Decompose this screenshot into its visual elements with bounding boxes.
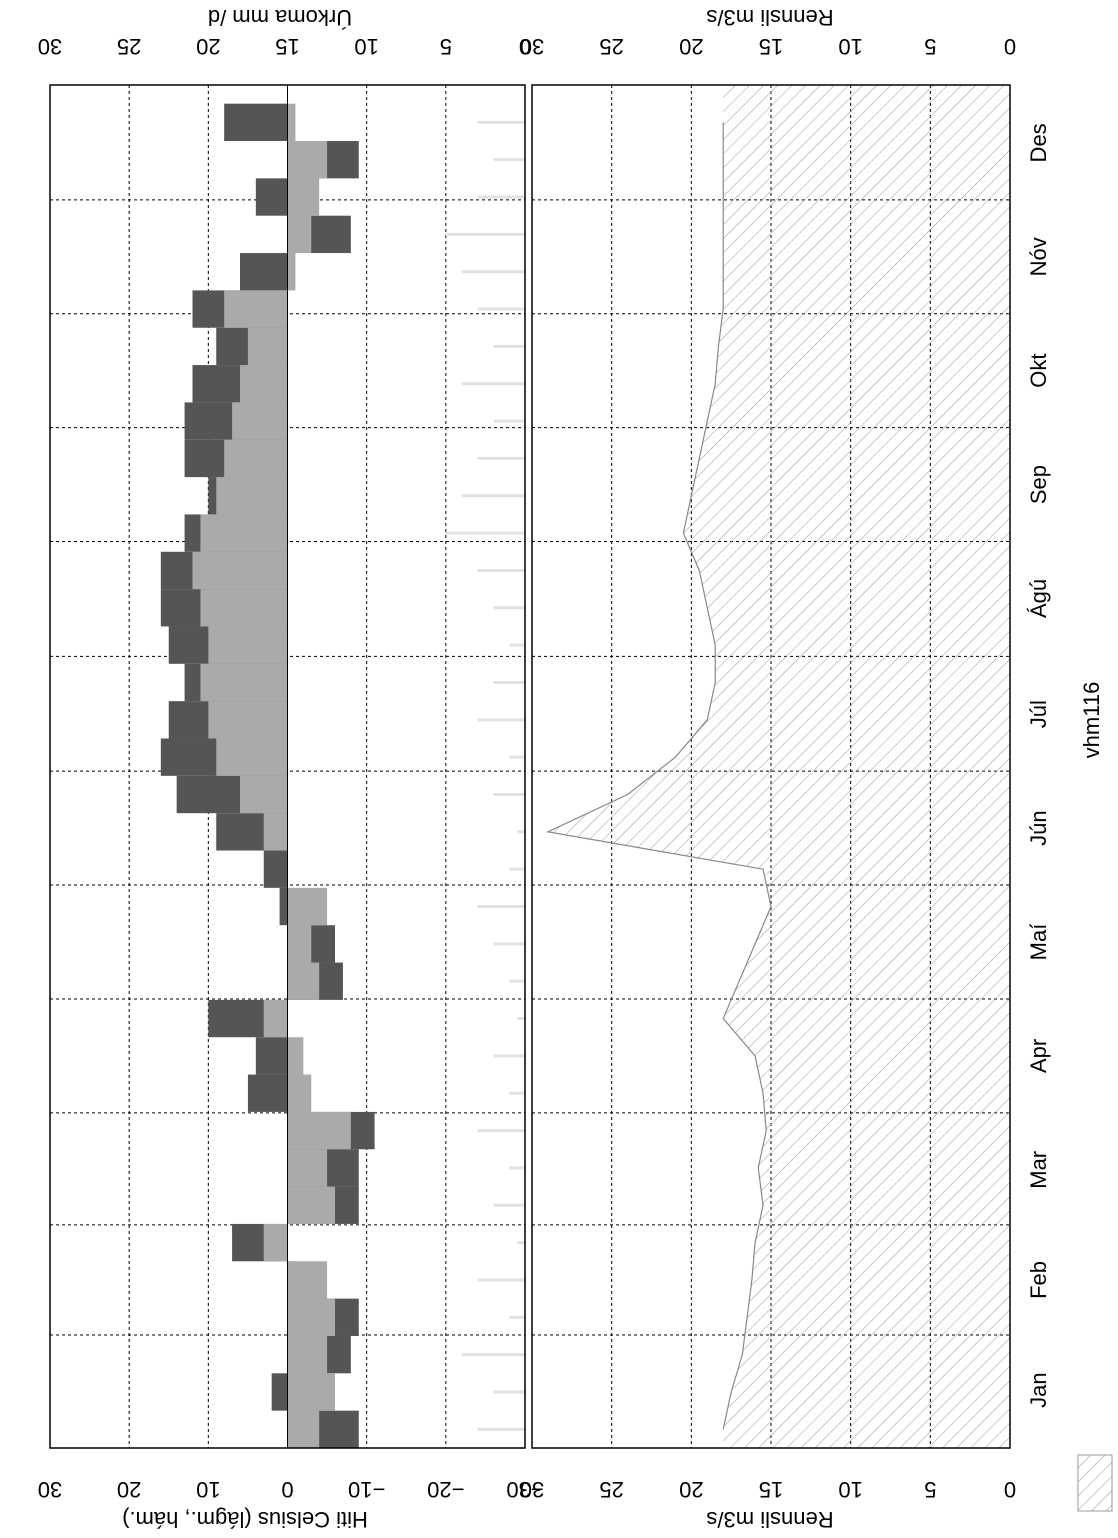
- x-tick-label: Nóv: [1026, 237, 1051, 276]
- flow-line: [545, 122, 772, 1430]
- temperature-bar: [247, 1074, 288, 1112]
- y-tick-label-top: 15: [759, 34, 783, 59]
- temperature-bar: [240, 365, 288, 403]
- y-tick-label-top: 25: [599, 34, 623, 59]
- y-tick-label: 25: [599, 1477, 623, 1502]
- temperature-bar: [200, 663, 288, 702]
- y2-tick-label: 10: [354, 34, 378, 59]
- y-tick-label-top: 5: [924, 34, 936, 59]
- temperature-bar: [287, 925, 312, 963]
- temperature-bar: [287, 253, 296, 291]
- temperature-bar: [287, 1373, 335, 1411]
- axis-title: Úrkoma mm /d: [208, 5, 352, 30]
- x-tick-label: Júl: [1026, 700, 1051, 728]
- y-tick-label: 30: [38, 1477, 62, 1502]
- temperature-bar: [287, 887, 328, 926]
- y-tick-label: 10: [838, 1477, 862, 1502]
- temperature-bar: [216, 738, 288, 776]
- temperature-bar: [287, 1261, 328, 1299]
- y-tick-label: 15: [759, 1477, 783, 1502]
- axis-title: Hiti Celsius (lágm., hám.): [122, 1507, 368, 1532]
- axis-title: Rennsli m3/s: [706, 1507, 833, 1532]
- temperature-bar: [271, 1373, 288, 1411]
- temperature-bar: [200, 514, 288, 552]
- y2-tick-label: 5: [440, 34, 452, 59]
- temperature-bar: [287, 141, 328, 179]
- y-tick-label-top: 20: [679, 34, 703, 59]
- temperature-bar: [287, 215, 312, 254]
- flow-area-fill: [547, 85, 1010, 1448]
- temperature-bar: [287, 1149, 328, 1187]
- temperature-bar: [279, 887, 288, 926]
- y-tick-label-top: 10: [838, 34, 862, 59]
- y2-tick-label: 20: [196, 34, 220, 59]
- y-tick-label: 5: [924, 1477, 936, 1502]
- x-tick-label: Mar: [1026, 1151, 1051, 1189]
- y-tick-label: 30: [520, 1477, 544, 1502]
- legend-swatch: [1077, 1454, 1113, 1512]
- axis-title: Rennsli m3/s: [706, 5, 833, 30]
- x-tick-label: Jan: [1026, 1372, 1051, 1407]
- x-tick-label: Jún: [1026, 810, 1051, 845]
- panel-frame: [49, 84, 526, 1449]
- x-tick-label: Sep: [1026, 465, 1051, 504]
- temperature-bar: [255, 178, 288, 216]
- y2-tick-label: 15: [275, 34, 299, 59]
- x-tick-label: Maí: [1026, 924, 1051, 961]
- temperature-bar: [247, 327, 288, 366]
- y2-tick-label: 0: [519, 34, 531, 59]
- x-tick-label: Des: [1026, 123, 1051, 162]
- temperature-bar: [287, 1298, 335, 1336]
- y2-tick-label: 25: [117, 34, 141, 59]
- temperature-bar: [255, 1037, 288, 1075]
- temperature-bar: [287, 1186, 335, 1224]
- temperature-bar: [287, 103, 296, 142]
- y-tick-label: 0: [281, 1477, 293, 1502]
- temperature-bar: [287, 1410, 320, 1448]
- temperature-bar: [287, 178, 320, 216]
- temperature-bar: [232, 402, 288, 440]
- y-tick-label: 20: [117, 1477, 141, 1502]
- temperature-bar: [263, 850, 288, 888]
- temperature-bar: [208, 626, 288, 664]
- y-tick-label: 10: [196, 1477, 220, 1502]
- temperature-bar: [263, 813, 288, 851]
- temperature-bar: [287, 1037, 304, 1075]
- y-tick-label: −20: [427, 1477, 464, 1502]
- temperature-bar: [192, 551, 288, 590]
- x-tick-label: Feb: [1026, 1261, 1051, 1299]
- panel-frame: [531, 84, 1011, 1449]
- temperature-bar: [287, 1074, 312, 1112]
- y-tick-label: 20: [679, 1477, 703, 1502]
- temperature-bar: [287, 1111, 351, 1150]
- temperature-bar: [240, 253, 288, 291]
- x-tick-label: Ágú: [1026, 579, 1051, 618]
- temperature-bar: [208, 701, 288, 739]
- y-tick-label-top: 0: [1004, 34, 1016, 59]
- legend-label: vhm116: [1079, 682, 1104, 759]
- y-tick-label: 0: [1004, 1477, 1016, 1502]
- temperature-bar: [287, 962, 320, 1000]
- temperature-bar: [224, 290, 288, 328]
- x-tick-label: Okt: [1026, 354, 1051, 388]
- temperature-bar: [263, 999, 288, 1038]
- y-tick-label-top: 30: [520, 34, 544, 59]
- temperature-bar: [224, 103, 288, 142]
- temperature-bar: [224, 439, 288, 478]
- y2-tick-label: 30: [38, 34, 62, 59]
- temperature-bar: [287, 1335, 328, 1374]
- temperature-bar: [200, 589, 288, 627]
- x-tick-label: Apr: [1026, 1039, 1051, 1073]
- temperature-bar: [216, 477, 288, 515]
- temperature-bar: [263, 1223, 288, 1262]
- y-tick-label: −30: [506, 1477, 543, 1502]
- y-tick-label: −10: [348, 1477, 385, 1502]
- temperature-bar: [240, 775, 288, 814]
